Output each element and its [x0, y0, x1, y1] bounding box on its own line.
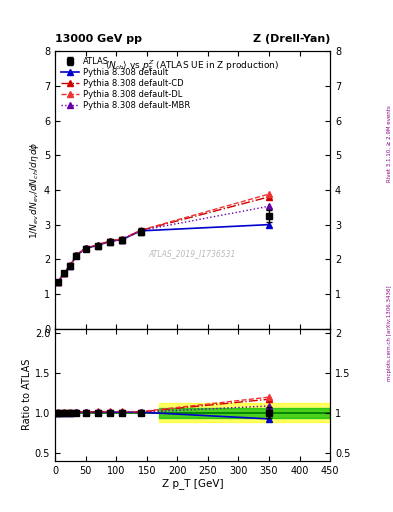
Line: Pythia 8.308 default: Pythia 8.308 default	[55, 222, 272, 285]
Pythia 8.308 default	[83, 245, 88, 251]
Text: ATLAS_2019_I1736531: ATLAS_2019_I1736531	[149, 249, 236, 258]
Pythia 8.308 default-MBR	[74, 252, 79, 259]
Pythia 8.308 default	[138, 228, 143, 234]
Pythia 8.308 default	[62, 270, 66, 276]
Pythia 8.308 default-MBR	[62, 270, 66, 276]
Pythia 8.308 default-DL	[62, 270, 66, 276]
Pythia 8.308 default-CD	[95, 242, 100, 248]
Text: mcplots.cern.ch [arXiv:1306.3436]: mcplots.cern.ch [arXiv:1306.3436]	[387, 285, 392, 380]
Pythia 8.308 default-CD	[68, 262, 73, 268]
Pythia 8.308 default-DL	[266, 191, 271, 197]
Pythia 8.308 default-CD	[62, 270, 66, 276]
Pythia 8.308 default-DL	[120, 236, 125, 242]
Text: Z (Drell-Yan): Z (Drell-Yan)	[253, 33, 330, 44]
Line: Pythia 8.308 default-MBR: Pythia 8.308 default-MBR	[55, 203, 272, 285]
Pythia 8.308 default-CD	[56, 279, 61, 285]
Pythia 8.308 default-DL	[83, 245, 88, 251]
X-axis label: Z p_T [GeV]: Z p_T [GeV]	[162, 478, 223, 489]
Pythia 8.308 default	[74, 252, 79, 259]
Pythia 8.308 default	[266, 222, 271, 228]
Pythia 8.308 default-DL	[74, 252, 79, 258]
Pythia 8.308 default-MBR	[120, 237, 125, 243]
Pythia 8.308 default-DL	[68, 262, 73, 268]
Pythia 8.308 default-CD	[138, 227, 143, 233]
Pythia 8.308 default-CD	[120, 236, 125, 242]
Legend: ATLAS, Pythia 8.308 default, Pythia 8.308 default-CD, Pythia 8.308 default-DL, P: ATLAS, Pythia 8.308 default, Pythia 8.30…	[59, 55, 191, 112]
Pythia 8.308 default	[56, 279, 61, 285]
Pythia 8.308 default-MBR	[83, 245, 88, 251]
Pythia 8.308 default	[68, 263, 73, 269]
Y-axis label: Ratio to ATLAS: Ratio to ATLAS	[22, 359, 32, 431]
Text: Rivet 3.1.10, ≥ 2.9M events: Rivet 3.1.10, ≥ 2.9M events	[387, 105, 392, 182]
Pythia 8.308 default-DL	[108, 238, 112, 244]
Pythia 8.308 default-MBR	[56, 279, 61, 285]
Pythia 8.308 default-MBR	[138, 227, 143, 233]
Pythia 8.308 default	[108, 238, 112, 244]
Text: 13000 GeV pp: 13000 GeV pp	[55, 33, 142, 44]
Pythia 8.308 default-DL	[95, 242, 100, 248]
Pythia 8.308 default-MBR	[68, 263, 73, 269]
Pythia 8.308 default	[120, 237, 125, 243]
Pythia 8.308 default-DL	[56, 279, 61, 285]
Pythia 8.308 default-CD	[266, 194, 271, 200]
Y-axis label: $1/N_{ev}\,dN_{ev}/dN_{ch}/d\eta\,d\phi$: $1/N_{ev}\,dN_{ev}/dN_{ch}/d\eta\,d\phi$	[28, 141, 41, 239]
Pythia 8.308 default-CD	[74, 252, 79, 258]
Pythia 8.308 default-MBR	[108, 238, 112, 244]
Pythia 8.308 default-MBR	[95, 242, 100, 248]
Line: Pythia 8.308 default-DL: Pythia 8.308 default-DL	[55, 191, 272, 284]
Line: Pythia 8.308 default-CD: Pythia 8.308 default-CD	[55, 194, 272, 284]
Pythia 8.308 default-MBR	[266, 203, 271, 209]
Pythia 8.308 default	[95, 242, 100, 248]
Text: $\langle N_{ch}\rangle$ vs $p_T^Z$ (ATLAS UE in Z production): $\langle N_{ch}\rangle$ vs $p_T^Z$ (ATLA…	[105, 58, 280, 73]
Pythia 8.308 default-CD	[108, 238, 112, 244]
Pythia 8.308 default-CD	[83, 245, 88, 251]
Pythia 8.308 default-DL	[138, 227, 143, 233]
